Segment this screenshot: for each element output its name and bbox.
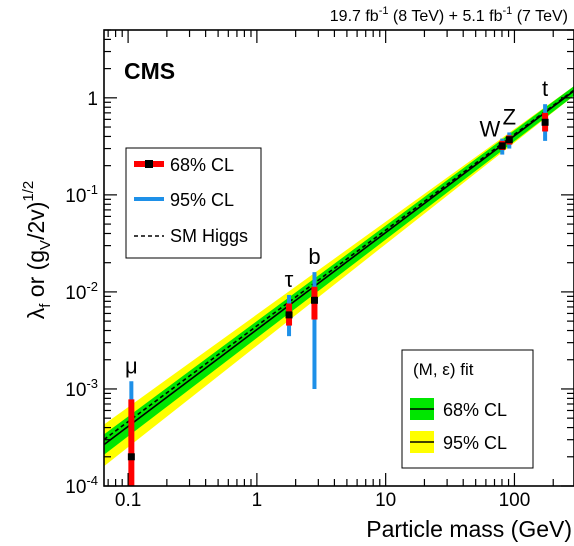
legend-right-title: (M, ε) fit — [413, 360, 474, 379]
point-marker-1 — [285, 311, 293, 319]
experiment-label: CMS — [124, 58, 175, 84]
axis-ticks — [104, 29, 574, 487]
particle-label-0: μ — [125, 353, 138, 378]
band-68 — [104, 86, 574, 455]
y-tick-label-0: 10-4 — [65, 473, 98, 498]
particle-label-1: τ — [285, 267, 294, 292]
legend-95-label: 95% CL — [170, 190, 234, 210]
point-marker-5 — [541, 118, 549, 126]
fit-central-line — [104, 90, 574, 446]
lumi-header: 19.7 fb-1 (8 TeV) + 5.1 fb-1 (7 TeV) — [330, 5, 568, 25]
legend-68-label: 68% CL — [170, 155, 234, 175]
point-marker-2 — [310, 296, 318, 304]
particle-label-5: t — [542, 76, 548, 101]
particle-label-4: Z — [503, 104, 516, 129]
x-axis-title: Particle mass (GeV) — [366, 516, 572, 542]
y-tick-label-2: 10-2 — [65, 279, 98, 304]
point-marker-0 — [127, 453, 135, 461]
fit-bands — [104, 86, 574, 467]
y-axis-title: λf or (gV/2v)1/2 — [20, 181, 54, 320]
particle-label-2: b — [308, 244, 320, 269]
legend-95-marker — [134, 197, 164, 201]
x-tick-label-1: 1 — [252, 490, 263, 511]
particle-points: μ τb W Zt — [125, 76, 549, 486]
particle-label-3: W — [479, 117, 500, 142]
y-tick-label-3: 10-1 — [65, 182, 98, 207]
y-tick-label-1: 10-3 — [65, 376, 98, 401]
point-marker-4 — [505, 136, 513, 144]
y-tick-label-4: 1 — [87, 89, 98, 110]
plot-frame — [103, 29, 574, 487]
legend-sm-label: SM Higgs — [170, 226, 248, 246]
x-tick-label-3: 100 — [499, 490, 531, 511]
x-tick-label-0: 0.1 — [115, 490, 141, 511]
legend-left: 68% CL 95% CL SM Higgs — [125, 147, 262, 259]
point-marker-3 — [498, 142, 506, 150]
legend-right: (M, ε) fit 68% CL 95% CL — [401, 349, 534, 469]
axis-tick-labels: 0.1 1 10 100 10-4 10-3 10-2 10-1 1 — [65, 89, 530, 511]
x-tick-label-2: 10 — [375, 490, 396, 511]
legend-band95-label: 95% CL — [443, 433, 507, 453]
legend-band68-label: 68% CL — [443, 400, 507, 420]
fit-lines — [104, 89, 574, 446]
legend-68-marker — [134, 160, 164, 168]
